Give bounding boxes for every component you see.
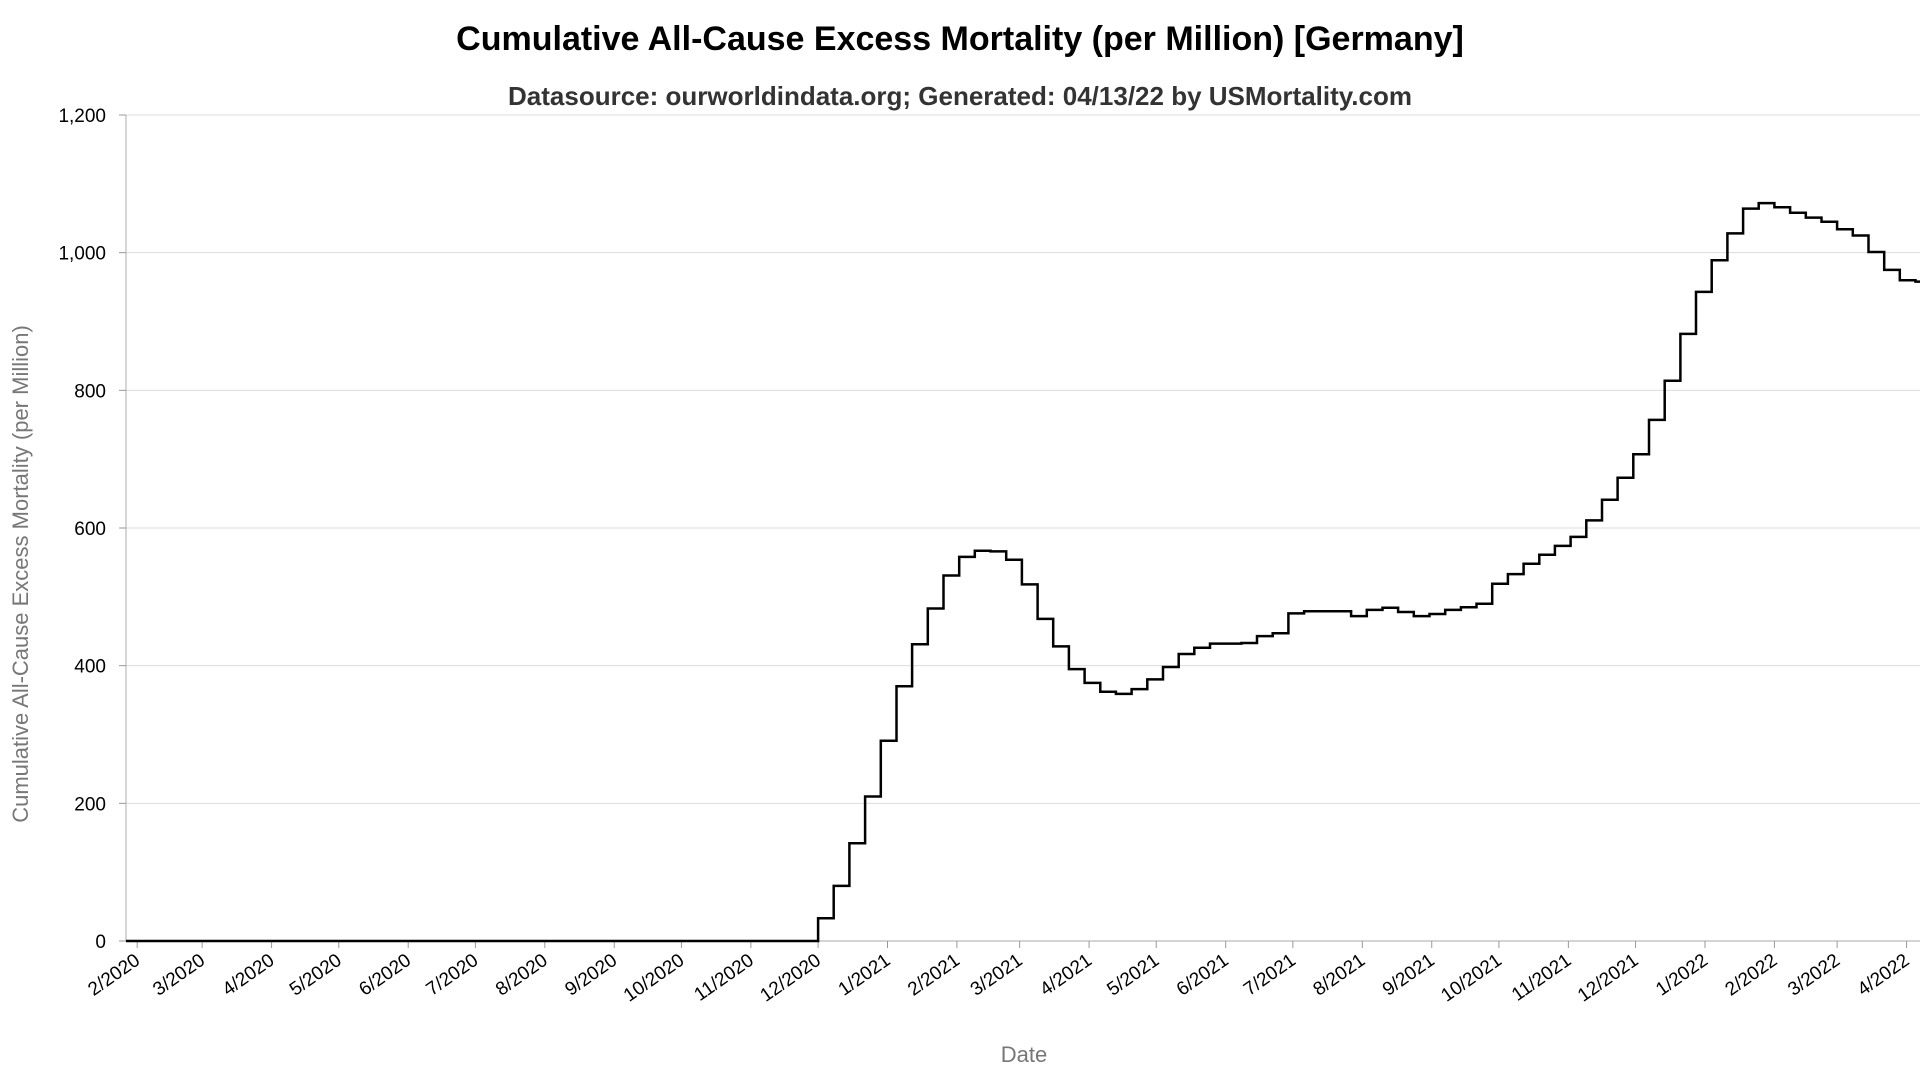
x-tick-label: 10/2021 xyxy=(1437,950,1505,1007)
x-tick-label: 4/2020 xyxy=(219,950,279,1001)
y-tick-label: 200 xyxy=(74,794,106,815)
x-tick-label: 11/2021 xyxy=(1508,950,1575,1006)
x-tick-label: 4/2021 xyxy=(1036,950,1096,1001)
x-tick-label: 7/2020 xyxy=(423,950,483,1001)
x-tick-label: 12/2020 xyxy=(757,950,825,1007)
y-tick-label: 600 xyxy=(74,519,106,540)
x-tick-label: 2/2021 xyxy=(904,950,964,1001)
x-tick-label: 4/2022 xyxy=(1854,950,1914,1001)
x-tick-label: 3/2021 xyxy=(967,950,1027,1001)
y-tick-label: 1,000 xyxy=(58,244,106,265)
x-axis-ticks: 2/2020 3/2020 4/2020 5/2020 6/2020 7/2020 8/20… xyxy=(84,941,1913,1006)
x-tick-label: 3/2020 xyxy=(149,950,209,1001)
x-tick-label: 1/2022 xyxy=(1652,950,1712,1001)
grid xyxy=(126,114,1920,804)
x-tick-label: 9/2021 xyxy=(1379,950,1439,1001)
series-line xyxy=(126,201,1920,943)
y-axis-ticks: 0 200 400 600 800 1,000 1,200 xyxy=(58,106,126,953)
x-tick-label: 9/2020 xyxy=(561,950,621,1001)
x-tick-label: 2/2022 xyxy=(1722,950,1782,1001)
x-tick-label: 12/2021 xyxy=(1574,950,1642,1007)
x-tick-label: 11/2020 xyxy=(691,950,758,1006)
x-tick-label: 8/2020 xyxy=(492,950,552,1001)
chart-title: Cumulative All-Cause Excess Mortality (p… xyxy=(456,20,1464,58)
x-tick-label: 1/2021 xyxy=(835,950,895,1001)
x-tick-label: 2/2020 xyxy=(84,950,144,1001)
x-tick-label: 6/2020 xyxy=(355,950,415,1001)
x-tick-label: 3/2022 xyxy=(1784,950,1844,1001)
x-tick-label: 7/2021 xyxy=(1240,950,1300,1001)
x-tick-label: 5/2021 xyxy=(1103,950,1163,1001)
x-tick-label: 5/2020 xyxy=(286,950,346,1001)
x-axis-label: Date xyxy=(1001,1042,1047,1067)
x-tick-label: 8/2021 xyxy=(1310,950,1370,1001)
y-tick-label: 400 xyxy=(74,657,106,678)
y-axis-label: Cumulative All-Cause Excess Mortality (p… xyxy=(8,325,33,823)
series-layer xyxy=(126,201,1920,943)
x-tick-label: 6/2021 xyxy=(1173,950,1233,1001)
chart-subtitle: Datasource: ourworldindata.org; Generate… xyxy=(508,81,1412,111)
x-tick-label: 10/2020 xyxy=(620,950,688,1007)
y-tick-label: 1,200 xyxy=(58,106,106,127)
y-tick-label: 0 xyxy=(95,932,106,953)
y-tick-label: 800 xyxy=(74,381,106,402)
